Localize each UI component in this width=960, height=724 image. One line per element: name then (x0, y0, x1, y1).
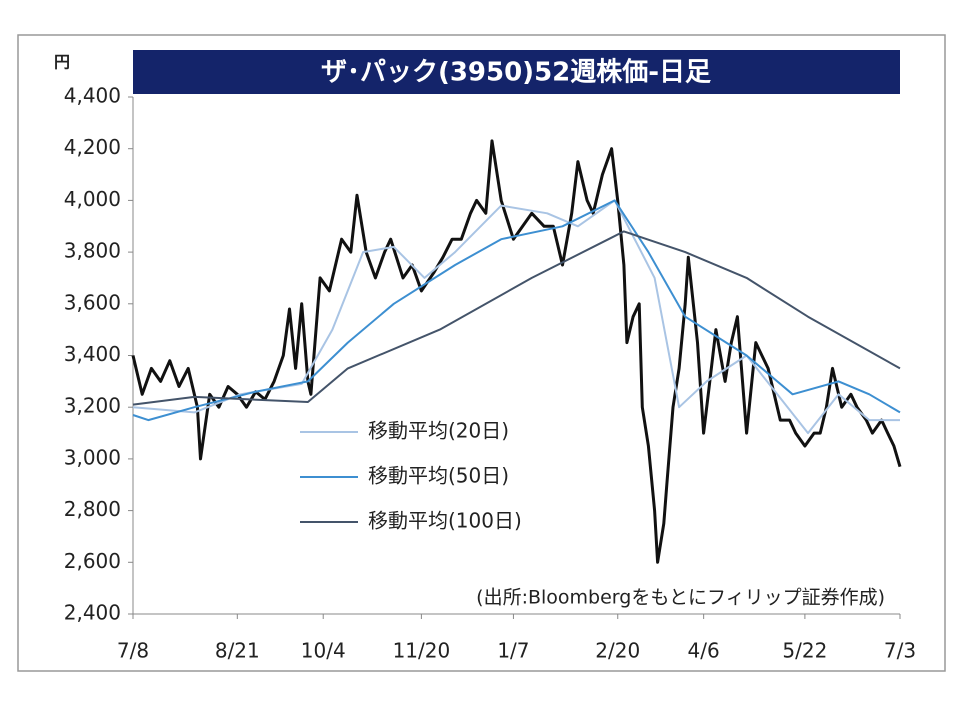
legend-label: 移動平均(50日) (368, 464, 509, 488)
y-tick-label: 3,000 (64, 445, 121, 469)
y-tick-label: 4,200 (64, 135, 121, 159)
y-tick-label: 2,800 (64, 497, 121, 521)
chart-title: ザ･パック(3950)52週株価-日足 (321, 58, 711, 88)
ma-line (132, 199, 901, 422)
x-tick-label: 7/3 (884, 639, 916, 663)
ma-line (132, 199, 900, 435)
y-tick-label: 4,400 (64, 84, 121, 108)
y-tick-label: 2,600 (64, 549, 121, 573)
x-tick-label: 8/21 (215, 639, 260, 663)
x-tick-label: 4/6 (688, 639, 720, 663)
x-tick-label: 5/22 (782, 639, 827, 663)
y-tick-label: 2,400 (64, 601, 121, 625)
y-tick-label: 3,400 (64, 342, 121, 366)
price-line (131, 139, 902, 564)
y-tick-label: 3,200 (64, 394, 121, 418)
x-tick-label: 11/20 (393, 639, 451, 663)
legend-label: 移動平均(20日) (368, 419, 509, 443)
frame (17, 34, 946, 672)
y-tick-label: 3,800 (64, 239, 121, 263)
legend-label: 移動平均(100日) (368, 509, 522, 533)
y-unit: 円 (54, 53, 70, 72)
annotation: (出所:Bloombergをもとにフィリップ証券作成) (476, 587, 885, 609)
x-tick-label: 1/7 (497, 639, 529, 663)
y-tick-label: 4,000 (64, 187, 121, 211)
title-bar (133, 50, 900, 94)
y-tick-label: 3,600 (64, 290, 121, 314)
x-tick-label: 2/20 (595, 639, 640, 663)
x-tick-label: 7/8 (117, 639, 149, 663)
x-tick-label: 10/4 (301, 639, 346, 663)
ma-line (132, 230, 901, 406)
